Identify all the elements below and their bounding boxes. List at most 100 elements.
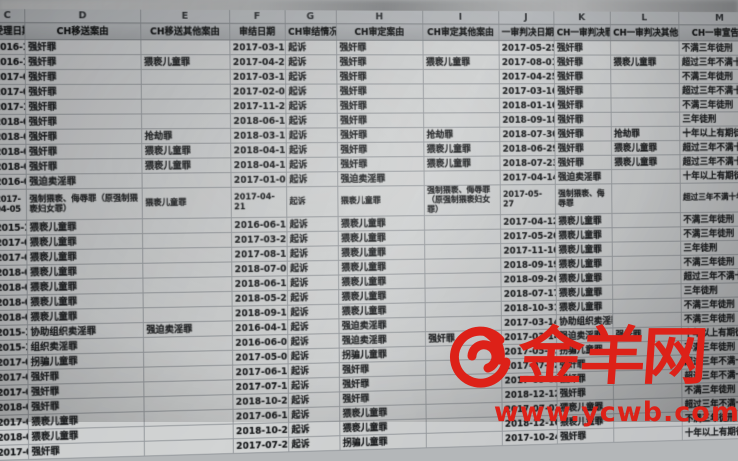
- cell[interactable]: 2017-11-28: [230, 99, 286, 114]
- cell[interactable]: 不满三年徒刑: [682, 410, 738, 426]
- cell[interactable]: 2017-01-18: [0, 84, 25, 99]
- cell[interactable]: 猥亵儿童罪: [141, 55, 230, 70]
- header-cell[interactable]: CH审定案由: [336, 24, 423, 41]
- cell[interactable]: 不满三年徒刑: [681, 311, 738, 327]
- cell[interactable]: 起诉: [286, 217, 337, 232]
- cell[interactable]: 猥亵儿童罪: [338, 303, 424, 319]
- cell[interactable]: 猥亵儿童罪: [555, 228, 612, 243]
- cell[interactable]: [610, 69, 679, 83]
- cell[interactable]: 猥亵儿童罪: [26, 248, 142, 265]
- cell[interactable]: 超过三年不满十年徒刑: [681, 353, 738, 369]
- cell[interactable]: 2018-04-12: [230, 143, 286, 158]
- cell[interactable]: 2018-09-29: [0, 430, 28, 446]
- cell[interactable]: 2018-06-13: [0, 265, 27, 280]
- cell[interactable]: 猥亵儿童罪: [611, 155, 680, 170]
- cell[interactable]: [612, 241, 681, 256]
- cell[interactable]: [423, 84, 499, 99]
- cell[interactable]: 强奸罪: [337, 98, 424, 113]
- header-cell[interactable]: CH移送案由: [24, 23, 140, 40]
- cell[interactable]: 2017-04-21: [231, 187, 287, 218]
- cell[interactable]: 2017-03-17: [230, 69, 286, 84]
- cell[interactable]: 强奸罪: [554, 69, 611, 83]
- cell[interactable]: 强奸罪: [556, 357, 613, 373]
- cell[interactable]: [142, 218, 231, 234]
- cell[interactable]: 2017-04-14: [500, 170, 555, 185]
- cell[interactable]: 2018-09-19: [500, 257, 555, 272]
- cell[interactable]: 2018-10-22: [232, 393, 288, 409]
- cell[interactable]: 不满三年徒刑: [679, 98, 738, 112]
- cell[interactable]: [141, 69, 230, 84]
- cell[interactable]: [142, 262, 231, 278]
- header-cell[interactable]: CH审定其他案由: [422, 24, 498, 41]
- header-cell[interactable]: CH一审判决其他罪名: [610, 25, 679, 41]
- cell[interactable]: 强迫卖淫罪: [337, 171, 424, 186]
- cell[interactable]: 起诉: [286, 172, 337, 187]
- cell[interactable]: 2018-10-31: [501, 300, 556, 315]
- cell[interactable]: [423, 98, 499, 113]
- cell[interactable]: 强奸罪: [554, 98, 611, 113]
- cell[interactable]: 协助组织卖淫罪（二: [556, 314, 613, 329]
- cell[interactable]: 2017-05-26: [500, 228, 555, 243]
- cell[interactable]: 起诉: [285, 40, 336, 55]
- cell[interactable]: 2018-07-17: [501, 286, 556, 301]
- cell[interactable]: 2017-08-01: [499, 55, 554, 69]
- cell[interactable]: 三年徒刑: [679, 112, 738, 127]
- cell[interactable]: [424, 272, 500, 288]
- cell[interactable]: 2016-06-07: [232, 335, 288, 351]
- cell[interactable]: 起诉: [285, 69, 336, 84]
- cell[interactable]: 强奸罪: [336, 84, 423, 99]
- cell[interactable]: 2017-04-25: [229, 55, 285, 70]
- cell[interactable]: 三年徒刑: [681, 282, 738, 298]
- cell[interactable]: 2018-12-12: [501, 387, 556, 403]
- cell[interactable]: 2018-03-19: [230, 128, 286, 143]
- cell[interactable]: 2017-02-03: [230, 84, 286, 99]
- cell[interactable]: 2017-07-02: [502, 401, 557, 417]
- cell[interactable]: 强奸罪: [336, 40, 423, 55]
- cell[interactable]: 强奸罪: [556, 371, 613, 387]
- cell[interactable]: [142, 173, 231, 189]
- cell[interactable]: 猥亵儿童罪: [142, 187, 231, 218]
- cell[interactable]: 2017-09-05: [501, 372, 556, 388]
- cell[interactable]: 2017-04-25: [499, 69, 554, 83]
- cell[interactable]: 2017-07-02: [501, 358, 556, 374]
- cell[interactable]: [142, 277, 231, 293]
- cell[interactable]: 超过三年不满十年徒刑: [680, 154, 738, 169]
- cell[interactable]: 不满三年徒刑: [679, 41, 738, 55]
- cell[interactable]: 2017-05-09: [232, 349, 288, 365]
- cell[interactable]: 强奸罪: [554, 127, 611, 142]
- cell[interactable]: [142, 247, 231, 263]
- cell[interactable]: [611, 112, 680, 127]
- header-cell[interactable]: CH一审判决罪名: [553, 24, 610, 40]
- cell[interactable]: 2017-04-19: [0, 355, 27, 371]
- cell[interactable]: 2018-03-23: [0, 144, 26, 159]
- cell[interactable]: [425, 316, 501, 332]
- cell[interactable]: 不满三年徒刑: [681, 381, 738, 397]
- cell[interactable]: 强奸罪: [557, 428, 614, 444]
- cell[interactable]: 2018-01-23: [0, 159, 26, 174]
- cell[interactable]: 不满三年徒刑: [681, 339, 738, 355]
- cell[interactable]: 猥亵儿童罪: [141, 158, 230, 173]
- cell[interactable]: 强奸罪: [336, 55, 423, 70]
- cell[interactable]: 起诉: [286, 128, 337, 143]
- cell[interactable]: 强奸罪: [555, 155, 612, 170]
- column-letter[interactable]: I: [422, 11, 498, 24]
- cell[interactable]: 强奸罪: [25, 84, 141, 99]
- cell[interactable]: 强奸罪: [25, 55, 141, 70]
- cell[interactable]: [612, 270, 681, 285]
- cell[interactable]: 2017-06-14: [232, 364, 288, 380]
- cell[interactable]: 2016-07-15: [0, 174, 26, 189]
- cell[interactable]: 2018-05-28: [0, 280, 27, 296]
- cell[interactable]: 起诉: [287, 333, 338, 349]
- cell[interactable]: 猥亵儿童罪: [611, 141, 680, 156]
- cell[interactable]: 强奸罪: [554, 141, 611, 156]
- cell[interactable]: 2017-01-09: [230, 172, 286, 187]
- cell[interactable]: 2018-04-19: [230, 157, 286, 172]
- cell[interactable]: 2018-06-19: [0, 310, 27, 326]
- cell[interactable]: 超过三年不满十年徒刑: [680, 182, 738, 212]
- cell[interactable]: 猥亵儿童罪: [338, 216, 424, 232]
- cell[interactable]: [613, 426, 682, 442]
- cell[interactable]: 猥亵儿童罪: [423, 156, 499, 171]
- cell[interactable]: 2018-12-10: [502, 415, 557, 431]
- header-cell[interactable]: CH审结情况: [285, 23, 336, 40]
- cell[interactable]: 拐骗儿童罪: [556, 342, 613, 358]
